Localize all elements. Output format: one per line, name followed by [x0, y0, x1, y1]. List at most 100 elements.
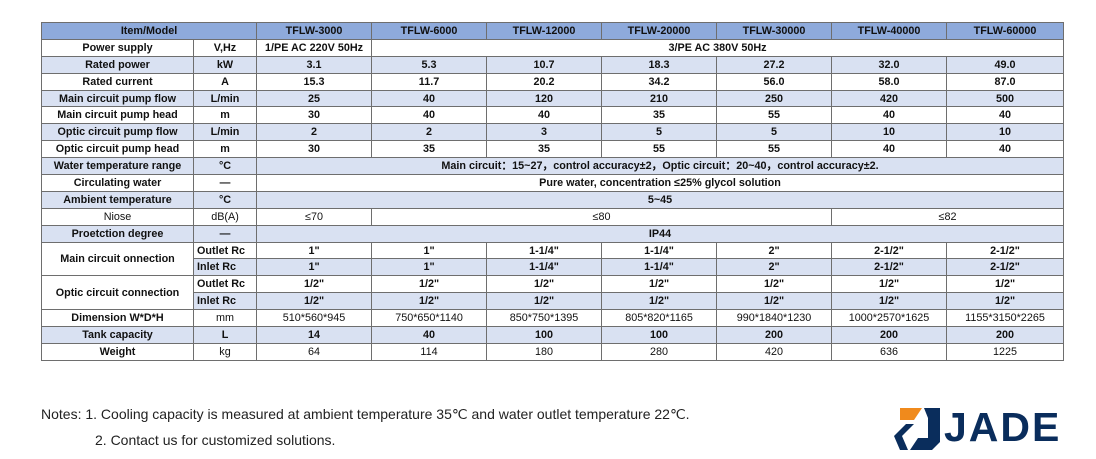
- model-header: TFLW-12000: [486, 22, 603, 40]
- cell-value: ≤82: [831, 207, 1065, 226]
- cell-value: 200: [946, 326, 1065, 344]
- cell-value: 56.0: [716, 72, 833, 91]
- cell-value: 10.7: [486, 55, 603, 74]
- cell-value: 850*750*1395: [486, 309, 603, 328]
- cell-value: 100: [486, 326, 603, 344]
- cell-value: 40: [946, 106, 1065, 125]
- cell-value: 5~45: [256, 190, 1065, 209]
- cell-value: 510*560*945: [256, 309, 373, 328]
- cell-value: 55: [716, 106, 833, 125]
- cell-value: 2-1/2": [946, 241, 1065, 260]
- cell-value: 40: [371, 106, 488, 125]
- cell-value: 55: [601, 140, 718, 159]
- cell-value: 1/2": [831, 292, 948, 311]
- cell-value: 2": [716, 258, 833, 277]
- cell-value: 1/2": [486, 275, 603, 294]
- model-header: TFLW-40000: [831, 22, 948, 40]
- cell-value: 49.0: [946, 55, 1065, 74]
- cell-value: 40: [831, 140, 948, 159]
- row-label: Rated power: [41, 55, 194, 74]
- cell-value: 1225: [946, 342, 1065, 361]
- cell-value: 1": [371, 258, 488, 277]
- row-unit: m: [192, 140, 258, 159]
- cell-value: 1155*3150*2265: [946, 309, 1065, 328]
- row-label: Dimension W*D*H: [41, 309, 194, 328]
- cell-value: 3.1: [256, 55, 373, 74]
- cell-value: 14: [256, 326, 373, 344]
- row-unit: °C: [192, 157, 258, 176]
- cell-value: IP44: [256, 224, 1065, 243]
- cell-value: 1/2": [371, 275, 488, 294]
- cell-value: 990*1840*1230: [716, 309, 833, 328]
- cell-value: 15.3: [256, 72, 373, 91]
- row-unit: L/min: [192, 123, 258, 142]
- cell-value: 40: [371, 326, 488, 344]
- row-label: Power supply: [41, 38, 194, 57]
- cell-value: 3: [486, 123, 603, 142]
- row-label: Rated current: [41, 72, 194, 91]
- cell-value: 35: [486, 140, 603, 159]
- cell-value: 64: [256, 342, 373, 361]
- logo-wordmark: JADE: [944, 404, 1062, 450]
- table-row: Main circuit pump head m 30 40 40 35 55 …: [41, 106, 1065, 125]
- table-row: Niose dB(A) ≤70 ≤80 ≤82: [41, 207, 1065, 226]
- row-label: Main circuit onnection: [41, 241, 194, 277]
- row-unit: —: [192, 224, 258, 243]
- note-2: 2. Contact us for customized solutions.: [95, 432, 336, 448]
- jade-logo-icon: [894, 408, 940, 450]
- cell-value: 114: [371, 342, 488, 361]
- cell-value: 1": [256, 241, 373, 260]
- cell-value: 34.2: [601, 72, 718, 91]
- cell-value: 40: [946, 140, 1065, 159]
- row-sublabel: Inlet Rc: [192, 292, 258, 311]
- cell-value: 40: [371, 89, 488, 108]
- cell-value: 10: [946, 123, 1065, 142]
- cell-value: 5.3: [371, 55, 488, 74]
- row-label: Ambient temperature: [41, 190, 194, 209]
- row-unit: °C: [192, 190, 258, 209]
- row-unit: m: [192, 106, 258, 125]
- item-model-header: Item/Model: [40, 22, 258, 40]
- row-label: Optic circuit pump flow: [41, 123, 194, 142]
- cell-value: 20.2: [486, 72, 603, 91]
- cell-value: 27.2: [716, 55, 833, 74]
- notes: Notes: 1. Cooling capacity is measured a…: [41, 406, 690, 448]
- model-header: TFLW-20000: [601, 22, 718, 40]
- cell-value: Main circuit：15~27，control accuracy±2，Op…: [256, 157, 1065, 176]
- cell-value: 1/2": [371, 292, 488, 311]
- row-unit: A: [192, 72, 258, 91]
- cell-value: 1": [256, 258, 373, 277]
- cell-value: 1/2": [256, 292, 373, 311]
- cell-value: 5: [716, 123, 833, 142]
- row-unit: —: [192, 174, 258, 192]
- row-unit: kg: [192, 342, 258, 361]
- cell-value: 120: [486, 89, 603, 108]
- cell-value: 1/2": [716, 275, 833, 294]
- spec-table: Item/Model TFLW-3000 TFLW-6000 TFLW-1200…: [40, 22, 1065, 361]
- cell-value: 5: [601, 123, 718, 142]
- cell-value: 2-1/2": [831, 258, 948, 277]
- cell-value: 180: [486, 342, 603, 361]
- cell-value: 1-1/4": [486, 258, 603, 277]
- row-unit: L/min: [192, 89, 258, 108]
- cell-value: 1/2": [601, 292, 718, 311]
- cell-value: 1/2": [946, 292, 1065, 311]
- jade-logo: JADE: [892, 404, 1074, 452]
- table-row: Inlet Rc 1" 1" 1-1/4" 1-1/4" 2" 2-1/2" 2…: [42, 258, 1065, 277]
- row-label: Optic circuit pump head: [41, 140, 194, 159]
- table-row: Water temperature range °C Main circuit：…: [41, 157, 1065, 176]
- cell-value: 200: [716, 326, 833, 344]
- table-row: Circulating water — Pure water, concentr…: [41, 174, 1065, 192]
- row-label: Weight: [41, 342, 194, 361]
- row-unit: L: [192, 326, 258, 344]
- table-row: Tank capacity L 14 40 100 100 200 200 20…: [41, 326, 1065, 344]
- cell-value: 55: [716, 140, 833, 159]
- cell-value: 40: [831, 106, 948, 125]
- table-row: Rated power kW 3.1 5.3 10.7 18.3 27.2 32…: [41, 55, 1065, 74]
- row-unit: mm: [192, 309, 258, 328]
- table-row: Optic circuit pump head m 30 35 35 55 55…: [41, 140, 1065, 159]
- row-label: Circulating water: [41, 174, 194, 192]
- cell-value: 58.0: [831, 72, 948, 91]
- cell-value: ≤80: [371, 207, 833, 226]
- table-row: Power supply V,Hz 1/PE AC 220V 50Hz 3/PE…: [41, 38, 1065, 57]
